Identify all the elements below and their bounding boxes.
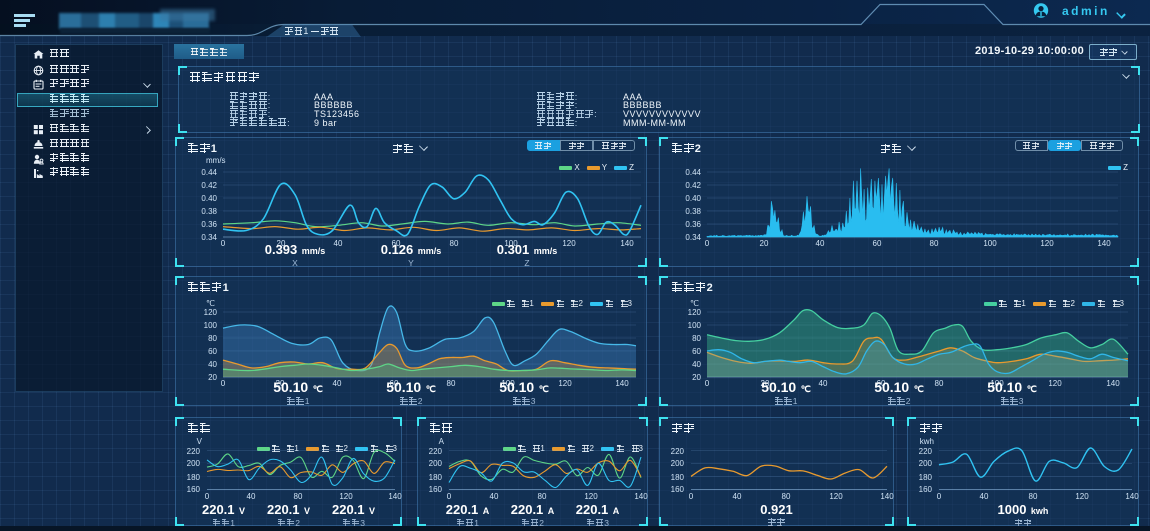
- svg-text:160: 160: [429, 485, 443, 494]
- svg-text:40: 40: [816, 239, 825, 248]
- svg-text:120: 120: [829, 492, 843, 501]
- svg-text:120: 120: [562, 239, 576, 248]
- svg-text:100: 100: [983, 239, 997, 248]
- svg-text:80: 80: [692, 334, 701, 343]
- svg-text:40: 40: [980, 492, 989, 501]
- svg-text:0.40: 0.40: [685, 194, 701, 203]
- svg-text:100: 100: [688, 321, 702, 330]
- svg-text:℃: ℃: [206, 299, 215, 308]
- svg-text:120: 120: [584, 492, 598, 501]
- svg-text:40: 40: [692, 360, 701, 369]
- svg-text:180: 180: [919, 473, 933, 482]
- svg-text:20: 20: [277, 239, 286, 248]
- svg-text:0.36: 0.36: [201, 220, 217, 229]
- svg-text:0: 0: [221, 239, 226, 248]
- svg-text:140: 140: [388, 492, 402, 501]
- svg-text:140: 140: [1106, 379, 1120, 388]
- svg-text:0.44: 0.44: [685, 168, 701, 177]
- svg-text:80: 80: [930, 239, 939, 248]
- svg-text:120: 120: [1075, 492, 1089, 501]
- svg-text:100: 100: [204, 321, 218, 330]
- svg-text:160: 160: [187, 485, 201, 494]
- svg-text:80: 80: [1029, 492, 1038, 501]
- svg-text:0.36: 0.36: [685, 220, 701, 229]
- svg-text:20: 20: [208, 373, 217, 382]
- svg-text:℃: ℃: [690, 299, 699, 308]
- svg-text:120: 120: [558, 379, 572, 388]
- svg-text:0: 0: [447, 492, 452, 501]
- svg-text:mm/s: mm/s: [206, 156, 226, 165]
- svg-text:80: 80: [935, 379, 944, 388]
- svg-text:180: 180: [187, 473, 201, 482]
- svg-text:120: 120: [339, 492, 353, 501]
- svg-text:40: 40: [247, 492, 256, 501]
- svg-text:0.38: 0.38: [201, 207, 217, 216]
- svg-text:0: 0: [221, 379, 226, 388]
- svg-text:100: 100: [990, 379, 1004, 388]
- svg-text:120: 120: [1040, 239, 1054, 248]
- svg-text:140: 140: [634, 492, 648, 501]
- svg-text:80: 80: [782, 492, 791, 501]
- svg-text:140: 140: [620, 239, 634, 248]
- svg-text:200: 200: [919, 459, 933, 468]
- svg-text:100: 100: [501, 379, 515, 388]
- svg-text:120: 120: [1048, 379, 1062, 388]
- svg-text:kwh: kwh: [920, 437, 934, 446]
- svg-text:140: 140: [880, 492, 894, 501]
- svg-text:220: 220: [187, 447, 201, 456]
- svg-text:40: 40: [819, 379, 828, 388]
- svg-text:80: 80: [447, 379, 456, 388]
- svg-text:140: 140: [615, 379, 629, 388]
- svg-text:20: 20: [760, 239, 769, 248]
- svg-text:80: 80: [450, 239, 459, 248]
- svg-text:20: 20: [276, 379, 285, 388]
- svg-text:0.44: 0.44: [201, 168, 217, 177]
- svg-text:220: 220: [671, 447, 685, 456]
- svg-text:100: 100: [504, 239, 518, 248]
- svg-text:0: 0: [937, 492, 942, 501]
- svg-text:0.40: 0.40: [201, 194, 217, 203]
- svg-text:40: 40: [334, 239, 343, 248]
- svg-text:A: A: [439, 437, 445, 446]
- svg-text:60: 60: [208, 347, 217, 356]
- svg-text:60: 60: [390, 379, 399, 388]
- svg-text:80: 80: [208, 334, 217, 343]
- svg-text:120: 120: [688, 308, 702, 317]
- svg-text:120: 120: [204, 308, 218, 317]
- svg-text:220: 220: [919, 447, 933, 456]
- svg-text:20: 20: [692, 373, 701, 382]
- svg-text:0.42: 0.42: [201, 181, 217, 190]
- svg-text:20: 20: [761, 379, 770, 388]
- svg-text:180: 180: [671, 473, 685, 482]
- svg-text:60: 60: [392, 239, 401, 248]
- svg-text:60: 60: [877, 379, 886, 388]
- svg-text:40: 40: [490, 492, 499, 501]
- svg-text:220: 220: [429, 447, 443, 456]
- svg-text:140: 140: [1125, 492, 1139, 501]
- svg-text:0.38: 0.38: [685, 207, 701, 216]
- svg-text:40: 40: [208, 360, 217, 369]
- svg-text:160: 160: [671, 485, 685, 494]
- svg-text:180: 180: [429, 473, 443, 482]
- svg-text:0: 0: [205, 492, 210, 501]
- svg-text:160: 160: [919, 485, 933, 494]
- svg-text:0.42: 0.42: [685, 181, 701, 190]
- svg-text:140: 140: [1097, 239, 1111, 248]
- svg-text:80: 80: [294, 492, 303, 501]
- svg-text:200: 200: [429, 459, 443, 468]
- svg-text:200: 200: [671, 459, 685, 468]
- svg-text:40: 40: [333, 379, 342, 388]
- svg-text:0: 0: [705, 379, 710, 388]
- svg-text:0.34: 0.34: [201, 233, 217, 242]
- svg-text:60: 60: [692, 347, 701, 356]
- svg-text:60: 60: [873, 239, 882, 248]
- svg-text:V: V: [197, 437, 203, 446]
- svg-text:80: 80: [538, 492, 547, 501]
- svg-text:0.34: 0.34: [685, 233, 701, 242]
- svg-text:40: 40: [733, 492, 742, 501]
- svg-text:0: 0: [689, 492, 694, 501]
- svg-text:200: 200: [187, 459, 201, 468]
- svg-text:0: 0: [705, 239, 710, 248]
